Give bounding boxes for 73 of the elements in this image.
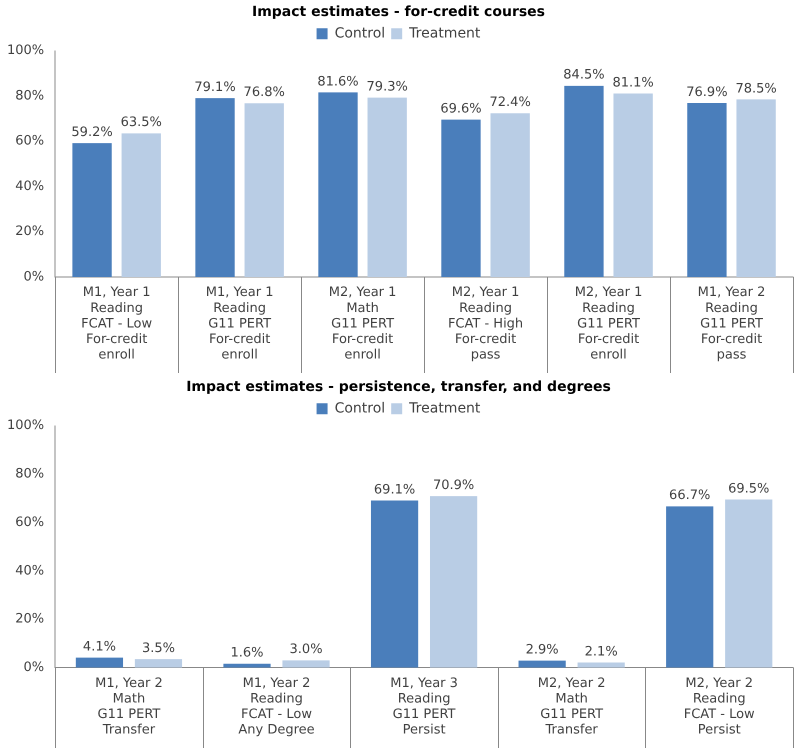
x-tick-label: M1, Year 2 Reading FCAT - Low Any Degree [238,676,315,738]
data-label: 2.9% [526,642,559,658]
bar [613,94,653,277]
chart-title: Impact estimates - persistence, transfer, and degrees [186,379,611,396]
bar [244,103,284,277]
data-label: 66.7% [669,488,710,504]
data-label: 78.5% [735,81,777,96]
data-label: 3.0% [290,642,323,658]
bar [666,506,714,668]
bar [736,99,776,277]
y-tick-label: 100% [6,43,44,58]
x-tick-label: M1, Year 2 Reading G11 PERT For-credit pass [698,285,766,363]
x-tick-label: M1, Year 2 Math G11 PERT Transfer [95,676,163,738]
legend-label: Control [334,400,386,416]
bar [368,98,407,277]
bar [72,143,112,277]
x-tick-label: M2, Year 1 Reading FCAT - High For-credit pass [448,285,524,363]
legend-label: Control [334,25,386,42]
bar [195,98,235,277]
x-tick-label: M1, Year 1 Reading G11 PERT For-credit enroll [206,285,274,363]
bar [441,120,481,277]
data-label: 79.1% [194,80,236,95]
y-tick-label: 20% [15,224,44,240]
data-label: 69.6% [440,101,482,116]
x-tick-label: M1, Year 1 Reading FCAT - Low For-credit enroll [81,285,152,363]
data-label: 69.5% [728,481,770,496]
legend-label: Treatment [408,400,481,416]
bar [223,664,271,668]
bar [725,500,772,668]
y-tick-label: 40% [15,178,44,194]
data-label: 4.1% [82,640,116,655]
bar [578,662,625,668]
data-label: 3.5% [142,641,175,656]
y-tick-label: 100% [6,418,44,434]
y-tick-label: 60% [15,514,44,530]
x-tick-label: M1, Year 3 Reading G11 PERT Persist [390,676,458,738]
bar [122,133,161,277]
y-tick-label: 40% [15,563,44,578]
data-label: 1.6% [230,646,264,661]
data-label: 72.4% [490,95,531,110]
y-tick-label: 80% [15,466,44,482]
x-tick-label: M2, Year 2 Math G11 PERT Transfer [538,676,606,738]
data-label: 2.1% [584,644,618,660]
data-label: 81.6% [317,74,359,90]
bar [490,113,530,277]
y-tick-label: 80% [15,88,44,104]
data-label: 63.5% [120,115,162,130]
data-label: 59.2% [71,124,113,140]
data-label: 70.9% [432,478,474,494]
chart-title: Impact estimates - for-credit courses [252,4,546,20]
bar [370,500,418,668]
data-label: 79.3% [366,80,408,94]
data-label: 84.5% [563,68,605,83]
legend-label: Treatment [408,25,481,42]
x-tick-label: M2, Year 1 Reading G11 PERT For-credit enroll [574,285,642,363]
data-label: 69.1% [374,482,416,498]
data-label: 76.9% [686,84,728,100]
y-tick-label: 60% [15,134,44,149]
bar [564,86,604,277]
bar [687,103,727,277]
y-tick-label: 0% [24,660,44,675]
data-label: 76.8% [244,85,285,100]
y-tick-label: 20% [15,612,44,627]
bar [318,92,358,277]
x-tick-label: M2, Year 1 Math G11 PERT For-credit enroll [328,285,396,363]
bar [430,496,478,668]
x-tick-label: M2, Year 2 Reading FCAT - Low Persist [684,676,756,738]
data-label: 81.1% [612,75,654,90]
bar [76,658,124,668]
bar [518,660,566,668]
bar [134,659,182,668]
bar [282,660,330,668]
y-tick-label: 0% [24,269,44,284]
